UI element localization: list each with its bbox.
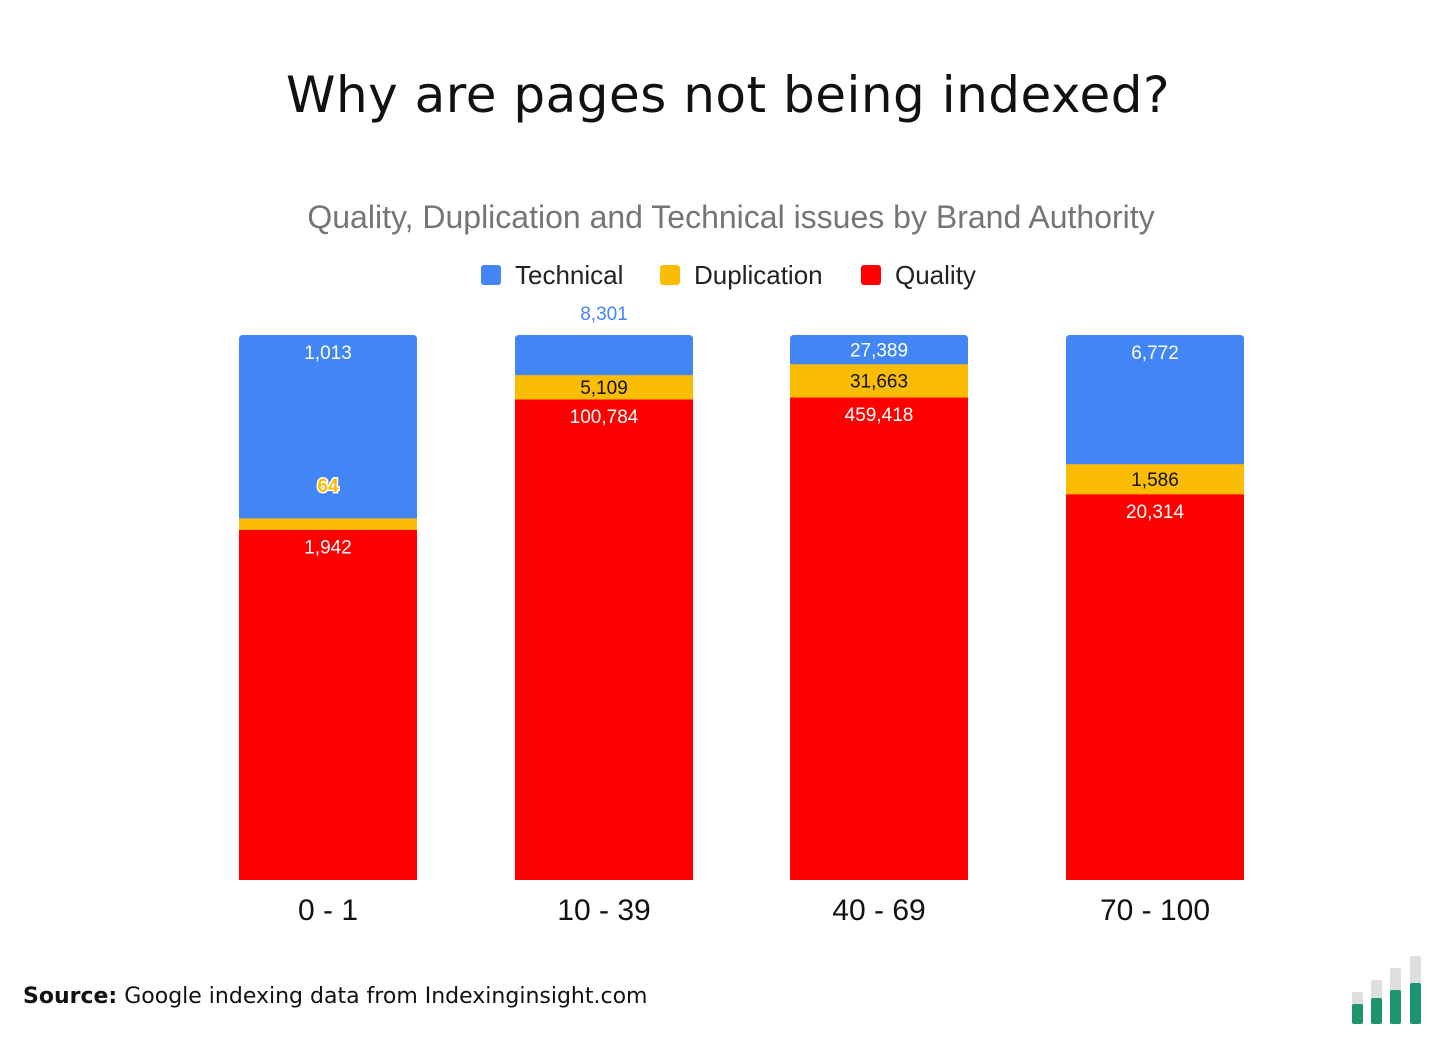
- bar-segment-technical-10-39: [515, 335, 693, 376]
- data-label-quality-10-39: 100,784: [570, 407, 639, 428]
- bar-40-69: [790, 335, 968, 880]
- bar-segment-quality-0-1: [239, 529, 417, 880]
- bar-segment-duplication-0-1: [239, 517, 417, 530]
- legend-label-quality: Quality: [895, 260, 976, 290]
- bar-segment-duplication-70-100: [1066, 463, 1244, 495]
- category-labels-group: 0 - 1 10 - 39 40 - 69 70 - 100: [298, 894, 1210, 927]
- bar-segment-technical-40-69: [790, 335, 968, 365]
- data-label-technical-40-69: 27,389: [850, 340, 908, 361]
- legend-swatch-duplication: [660, 265, 680, 285]
- legend-swatch-technical: [481, 265, 501, 285]
- legend-label-technical: Technical: [515, 260, 623, 290]
- logo-bar-3: [1390, 990, 1401, 1024]
- category-label-40-69: 40 - 69: [832, 894, 925, 927]
- bar-segment-duplication-10-39: [515, 374, 693, 400]
- bar-10-39: [515, 335, 693, 880]
- legend-label-duplication: Duplication: [694, 260, 823, 290]
- bar-segment-duplication-40-69: [790, 363, 968, 398]
- data-label-duplication-0-1: 64: [317, 476, 339, 497]
- data-label-duplication-10-39: 5,109: [580, 378, 628, 399]
- data-label-duplication-70-100: 1,586: [1131, 470, 1179, 491]
- category-label-70-100: 70 - 100: [1100, 894, 1210, 927]
- data-label-duplication-40-69: 31,663: [850, 371, 908, 392]
- category-label-0-1: 0 - 1: [298, 894, 358, 927]
- legend: Technical Duplication Quality: [481, 260, 976, 290]
- bar-chart-logo-icon: [1352, 956, 1421, 1024]
- legend-item-quality: Quality: [861, 260, 976, 290]
- category-label-10-39: 10 - 39: [557, 894, 650, 927]
- data-label-technical-0-1: 1,013: [304, 343, 352, 364]
- data-label-quality-70-100: 20,314: [1126, 502, 1185, 523]
- logo-bar-1: [1352, 1004, 1363, 1024]
- legend-swatch-quality: [861, 265, 881, 285]
- bar-segment-quality-40-69: [790, 397, 968, 880]
- data-labels-group: 1,942 64 1,013 100,784 5,109 8,301 459,418 31,6…: [304, 304, 1184, 558]
- logo-bar-4: [1410, 983, 1421, 1024]
- source-note: Source: Google indexing data from Indexi…: [23, 984, 647, 1009]
- bars-group: [239, 335, 1244, 880]
- chart-subtitle: Quality, Duplication and Technical issue…: [307, 199, 1154, 235]
- source-text: Google indexing data from Indexinginsigh…: [124, 984, 648, 1009]
- data-label-quality-40-69: 459,418: [845, 405, 914, 426]
- data-label-technical-10-39: 8,301: [580, 304, 628, 325]
- bar-70-100: [1066, 335, 1244, 880]
- source-label: Source:: [23, 984, 118, 1009]
- stacked-bar-chart: Quality, Duplication and Technical issue…: [239, 199, 1244, 927]
- data-label-technical-70-100: 6,772: [1131, 343, 1179, 364]
- bar-segment-technical-0-1: [239, 335, 417, 519]
- bar-segment-quality-70-100: [1066, 493, 1244, 880]
- page-title: Why are pages not being indexed?: [286, 66, 1170, 124]
- bar-0-1: [239, 335, 417, 880]
- legend-item-technical: Technical: [481, 260, 623, 290]
- data-label-quality-0-1: 1,942: [304, 537, 352, 558]
- bar-segment-quality-10-39: [515, 399, 693, 880]
- legend-item-duplication: Duplication: [660, 260, 823, 290]
- logo-bar-2: [1371, 998, 1382, 1024]
- bar-segment-technical-70-100: [1066, 335, 1244, 465]
